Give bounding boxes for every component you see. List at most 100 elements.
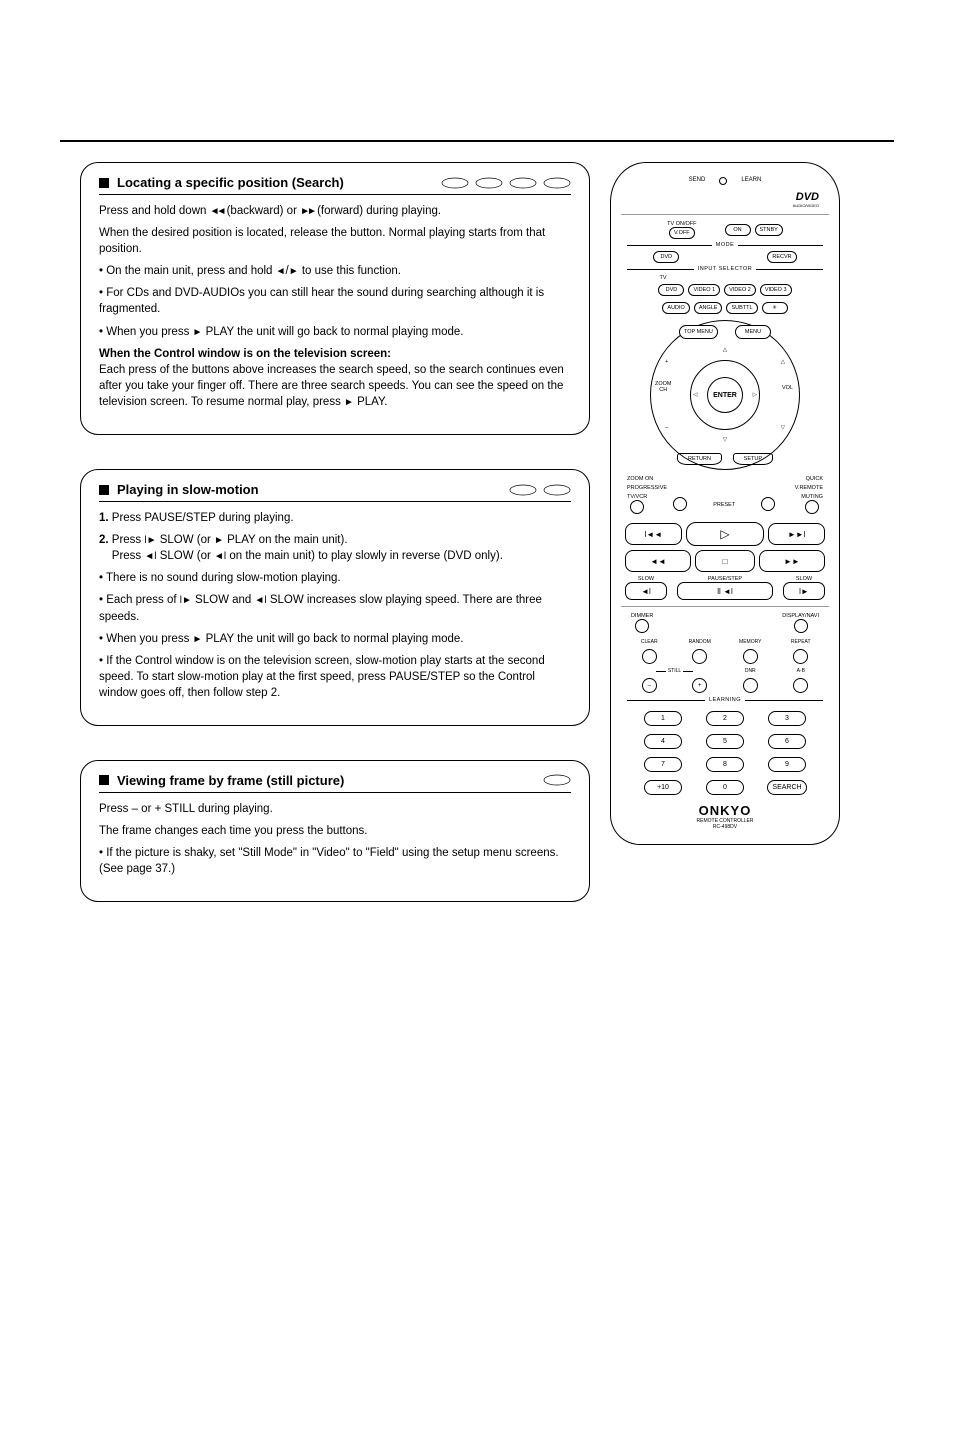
rew-icon bbox=[210, 203, 224, 219]
slow-fwd-button[interactable]: l► bbox=[783, 582, 825, 600]
num-5-button[interactable]: 5 bbox=[706, 734, 744, 749]
slow-back-button[interactable]: ◄l bbox=[625, 582, 667, 600]
disc-icon-dvdv bbox=[543, 773, 571, 787]
disc-icon-cd bbox=[543, 176, 571, 190]
disc-icon-dvdv bbox=[509, 483, 537, 497]
muting-button[interactable] bbox=[805, 500, 819, 514]
prev-button[interactable]: l◄◄ bbox=[625, 523, 682, 545]
box-slowmotion: Playing in slow-motion 1. Press PAUSE/ST… bbox=[80, 469, 590, 726]
num-1-button[interactable]: 1 bbox=[644, 711, 682, 726]
learn-label: LEARN bbox=[741, 177, 761, 185]
repeat-label: REPEAT bbox=[791, 639, 811, 645]
voff-button[interactable]: V.OFF bbox=[669, 227, 695, 239]
num-8-button[interactable]: 8 bbox=[706, 757, 744, 772]
dvd-input-button[interactable]: DVD bbox=[658, 284, 684, 296]
ff-button[interactable]: ►► bbox=[759, 550, 825, 572]
audio-row: AUDIO ANGLE SUBTTL ✳ bbox=[621, 302, 829, 314]
num-4-button[interactable]: 4 bbox=[644, 734, 682, 749]
memory-button[interactable] bbox=[743, 649, 758, 664]
input-row: DVD VIDEO 1 VIDEO 2 VIDEO 3 bbox=[621, 284, 829, 296]
num-9-button[interactable]: 9 bbox=[768, 757, 806, 772]
disc-icons bbox=[509, 483, 571, 497]
para: 2. Press SLOW (or PLAY on the main unit)… bbox=[99, 532, 571, 564]
volup-button[interactable]: △ bbox=[781, 359, 785, 365]
rew-button[interactable]: ◄◄ bbox=[625, 550, 691, 572]
preset-plus-button[interactable] bbox=[761, 497, 775, 511]
subttl-button[interactable]: SUBTTL bbox=[726, 302, 757, 314]
para: • When you press PLAY the unit will go b… bbox=[99, 324, 571, 340]
up-button[interactable]: △ bbox=[723, 347, 727, 353]
setup-button[interactable]: SETUP bbox=[733, 453, 773, 465]
voldown-button[interactable]: ▽ bbox=[781, 425, 785, 431]
slowf-icon bbox=[144, 532, 156, 548]
below-circle-labels: ZOOM ON QUICK bbox=[621, 476, 829, 482]
brand: ONKYO bbox=[621, 803, 829, 818]
display-button[interactable] bbox=[794, 619, 808, 633]
angle-button[interactable]: ANGLE bbox=[694, 302, 723, 314]
next-button[interactable]: ►►l bbox=[768, 523, 825, 545]
pause-button[interactable]: ll ◄l bbox=[677, 582, 773, 600]
box-title: Viewing frame by frame (still picture) bbox=[117, 773, 543, 788]
ab-button[interactable] bbox=[793, 678, 808, 693]
content-area: Locating a specific position (Search) Pr… bbox=[0, 142, 954, 936]
disc-icons bbox=[543, 773, 571, 787]
bullet-square bbox=[99, 775, 109, 785]
para: • Each press of SLOW and SLOW increases … bbox=[99, 592, 571, 624]
random-button[interactable] bbox=[692, 649, 707, 664]
on-button[interactable]: ON bbox=[725, 224, 751, 236]
num-7-button[interactable]: 7 bbox=[644, 757, 682, 772]
video2-button[interactable]: VIDEO 2 bbox=[724, 284, 756, 296]
vol-wrap: VOL bbox=[782, 385, 793, 391]
tvvcr-button[interactable] bbox=[630, 500, 644, 514]
play-button[interactable]: ▷ bbox=[686, 522, 765, 546]
transport-row2: ◄◄ □ ►► bbox=[625, 550, 825, 572]
num-plus10-button[interactable]: +10 bbox=[644, 780, 682, 795]
clear-button[interactable] bbox=[642, 649, 657, 664]
repeat-button[interactable] bbox=[793, 649, 808, 664]
num-6-button[interactable]: 6 bbox=[768, 734, 806, 749]
stnby-button[interactable]: STNBY bbox=[755, 224, 783, 236]
learning-group: LEARNING bbox=[627, 697, 823, 703]
dvd-mode-button[interactable]: DVD bbox=[653, 251, 679, 263]
preset-minus-button[interactable] bbox=[673, 497, 687, 511]
search-button[interactable]: SEARCH bbox=[767, 780, 806, 795]
down-button[interactable]: ▽ bbox=[723, 437, 727, 443]
setup-wrap: SETUP bbox=[733, 453, 773, 465]
left-icon bbox=[276, 263, 286, 279]
recvr-mode-button[interactable]: RECVR bbox=[767, 251, 796, 263]
topmenu-button[interactable]: TOP MENU bbox=[679, 325, 718, 339]
circle-pad: TOP MENU MENU ZOOM CH VOL + – △ ▽ △ ▽ ◁ … bbox=[650, 320, 800, 470]
transport-section: l◄◄ ▷ ►►l ◄◄ □ ►► SLOW◄l PAUSE/STEPll ◄l… bbox=[625, 522, 825, 600]
para: 1. Press PAUSE/STEP during playing. bbox=[99, 510, 571, 526]
dnr-button[interactable] bbox=[743, 678, 758, 693]
para: Press – or + STILL during playing. bbox=[99, 801, 571, 817]
stop-button[interactable]: □ bbox=[695, 550, 755, 572]
num-3-button[interactable]: 3 bbox=[768, 711, 806, 726]
num-2-button[interactable]: 2 bbox=[706, 711, 744, 726]
box-title-row: Viewing frame by frame (still picture) bbox=[99, 773, 571, 793]
para: When the desired position is located, re… bbox=[99, 225, 571, 257]
mode-group: MODE bbox=[627, 242, 823, 248]
bullet-square bbox=[99, 178, 109, 188]
still-minus-button[interactable]: – bbox=[642, 678, 657, 693]
num-0-button[interactable]: 0 bbox=[706, 780, 744, 795]
enter-button[interactable]: ENTER bbox=[707, 377, 743, 413]
minus-button[interactable]: – bbox=[665, 425, 668, 431]
light-button[interactable]: ✳ bbox=[762, 302, 788, 314]
still-plus-button[interactable]: + bbox=[692, 678, 707, 693]
video3-button[interactable]: VIDEO 3 bbox=[760, 284, 792, 296]
still-label: STILL bbox=[656, 668, 693, 674]
ff-icon bbox=[300, 203, 314, 219]
play-icon bbox=[193, 324, 203, 340]
play-icon bbox=[344, 394, 354, 410]
return-button[interactable]: RETURN bbox=[677, 453, 722, 465]
video1-button[interactable]: VIDEO 1 bbox=[688, 284, 720, 296]
box-title-row: Playing in slow-motion bbox=[99, 482, 571, 502]
menu-button[interactable]: MENU bbox=[735, 325, 771, 339]
dnr-label: DNR bbox=[745, 668, 756, 674]
para: • There is no sound during slow-motion p… bbox=[99, 570, 571, 586]
plus-button[interactable]: + bbox=[665, 359, 668, 365]
audio-button[interactable]: AUDIO bbox=[662, 302, 689, 314]
para: Press and hold down (backward) or (forwa… bbox=[99, 203, 571, 219]
dimmer-button[interactable] bbox=[635, 619, 649, 633]
